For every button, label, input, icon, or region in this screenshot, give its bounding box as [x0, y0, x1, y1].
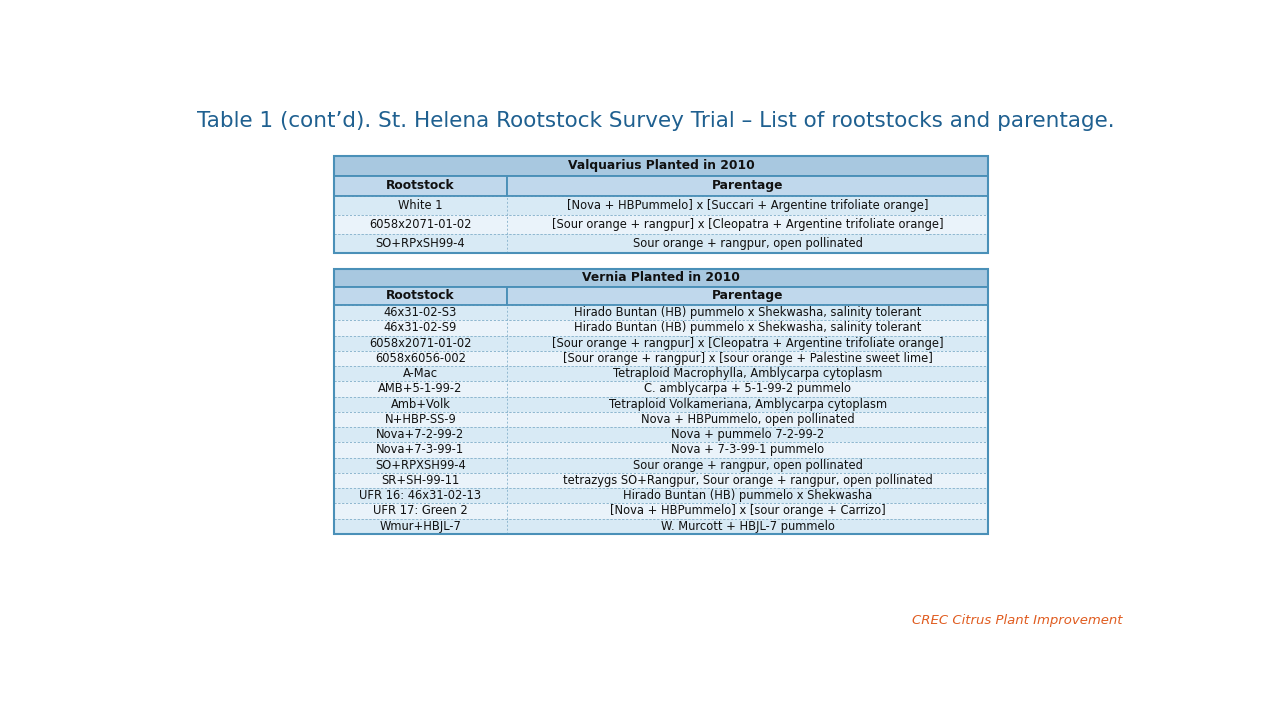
- Bar: [334, 488, 988, 503]
- Text: A-Mac: A-Mac: [403, 367, 438, 380]
- Bar: [334, 305, 988, 320]
- Text: CREC Citrus Plant Improvement: CREC Citrus Plant Improvement: [911, 614, 1123, 627]
- Text: C. amblycarpa + 5-1-99-2 pummelo: C. amblycarpa + 5-1-99-2 pummelo: [644, 382, 851, 395]
- Bar: [334, 442, 988, 458]
- Bar: [507, 287, 988, 305]
- Text: Sour orange + rangpur, open pollinated: Sour orange + rangpur, open pollinated: [632, 459, 863, 472]
- Bar: [334, 215, 988, 234]
- Text: UFR 16: 46x31-02-13: UFR 16: 46x31-02-13: [360, 489, 481, 502]
- Bar: [334, 427, 988, 442]
- Text: Nova + HBPummelo, open pollinated: Nova + HBPummelo, open pollinated: [641, 413, 855, 426]
- Bar: [507, 176, 988, 196]
- Text: Nova+7-3-99-1: Nova+7-3-99-1: [376, 444, 465, 456]
- Bar: [334, 366, 988, 382]
- Text: AMB+5-1-99-2: AMB+5-1-99-2: [378, 382, 462, 395]
- Text: W. Murcott + HBJL-7 pummelo: W. Murcott + HBJL-7 pummelo: [660, 520, 835, 533]
- Text: Valquarius Planted in 2010: Valquarius Planted in 2010: [567, 159, 754, 172]
- Text: 6058x2071-01-02: 6058x2071-01-02: [369, 337, 471, 350]
- Text: Hirado Buntan (HB) pummelo x Shekwasha, salinity tolerant: Hirado Buntan (HB) pummelo x Shekwasha, …: [573, 306, 922, 319]
- Text: Sour orange + rangpur, open pollinated: Sour orange + rangpur, open pollinated: [632, 237, 863, 250]
- Text: 46x31-02-S9: 46x31-02-S9: [384, 321, 457, 335]
- Bar: [334, 156, 988, 176]
- Text: Hirado Buntan (HB) pummelo x Shekwasha, salinity tolerant: Hirado Buntan (HB) pummelo x Shekwasha, …: [573, 321, 922, 335]
- Text: 6058x2071-01-02: 6058x2071-01-02: [369, 218, 471, 231]
- Bar: [334, 473, 988, 488]
- Text: Amb+Volk: Amb+Volk: [390, 397, 451, 410]
- Text: [Nova + HBPummelo] x [Succari + Argentine trifoliate orange]: [Nova + HBPummelo] x [Succari + Argentin…: [567, 199, 928, 212]
- Bar: [334, 176, 507, 196]
- Bar: [334, 503, 988, 518]
- Text: Parentage: Parentage: [712, 179, 783, 192]
- Bar: [334, 269, 988, 287]
- Bar: [334, 269, 988, 534]
- Bar: [334, 458, 988, 473]
- Text: SO+RPXSH99-4: SO+RPXSH99-4: [375, 459, 466, 472]
- Text: Parentage: Parentage: [712, 289, 783, 302]
- Bar: [334, 287, 507, 305]
- Text: 46x31-02-S3: 46x31-02-S3: [384, 306, 457, 319]
- Text: Rootstock: Rootstock: [387, 289, 454, 302]
- Text: UFR 17: Green 2: UFR 17: Green 2: [372, 505, 467, 518]
- Text: [Sour orange + rangpur] x [Cleopatra + Argentine trifoliate orange]: [Sour orange + rangpur] x [Cleopatra + A…: [552, 337, 943, 350]
- Text: Wmur+HBJL-7: Wmur+HBJL-7: [379, 520, 461, 533]
- Bar: [334, 412, 988, 427]
- Text: White 1: White 1: [398, 199, 443, 212]
- Bar: [334, 336, 988, 351]
- Bar: [334, 518, 988, 534]
- Text: Tetraploid Volkameriana, Amblycarpa cytoplasm: Tetraploid Volkameriana, Amblycarpa cyto…: [609, 397, 887, 410]
- Text: [Nova + HBPummelo] x [sour orange + Carrizo]: [Nova + HBPummelo] x [sour orange + Carr…: [609, 505, 886, 518]
- Bar: [334, 397, 988, 412]
- Text: Nova + 7-3-99-1 pummelo: Nova + 7-3-99-1 pummelo: [671, 444, 824, 456]
- Text: SR+SH-99-11: SR+SH-99-11: [381, 474, 460, 487]
- Bar: [334, 382, 988, 397]
- Text: [Sour orange + rangpur] x [Cleopatra + Argentine trifoliate orange]: [Sour orange + rangpur] x [Cleopatra + A…: [552, 218, 943, 231]
- Text: Nova + pummelo 7-2-99-2: Nova + pummelo 7-2-99-2: [671, 428, 824, 441]
- Text: Vernia Planted in 2010: Vernia Planted in 2010: [582, 271, 740, 284]
- Text: tetrazygs SO+Rangpur, Sour orange + rangpur, open pollinated: tetrazygs SO+Rangpur, Sour orange + rang…: [563, 474, 933, 487]
- Text: Table 1 (cont’d). St. Helena Rootstock Survey Trial – List of rootstocks and par: Table 1 (cont’d). St. Helena Rootstock S…: [197, 112, 1115, 131]
- Bar: [334, 320, 988, 336]
- Text: Tetraploid Macrophylla, Amblycarpa cytoplasm: Tetraploid Macrophylla, Amblycarpa cytop…: [613, 367, 882, 380]
- Text: N+HBP-SS-9: N+HBP-SS-9: [384, 413, 456, 426]
- Text: Rootstock: Rootstock: [387, 179, 454, 192]
- Text: Hirado Buntan (HB) pummelo x Shekwasha: Hirado Buntan (HB) pummelo x Shekwasha: [623, 489, 873, 502]
- Text: SO+RPxSH99-4: SO+RPxSH99-4: [375, 237, 465, 250]
- Bar: [334, 234, 988, 253]
- Text: 6058x6056-002: 6058x6056-002: [375, 352, 466, 365]
- Text: Nova+7-2-99-2: Nova+7-2-99-2: [376, 428, 465, 441]
- Bar: [334, 196, 988, 215]
- Bar: [334, 156, 988, 253]
- Bar: [334, 351, 988, 366]
- Text: [Sour orange + rangpur] x [sour orange + Palestine sweet lime]: [Sour orange + rangpur] x [sour orange +…: [563, 352, 933, 365]
